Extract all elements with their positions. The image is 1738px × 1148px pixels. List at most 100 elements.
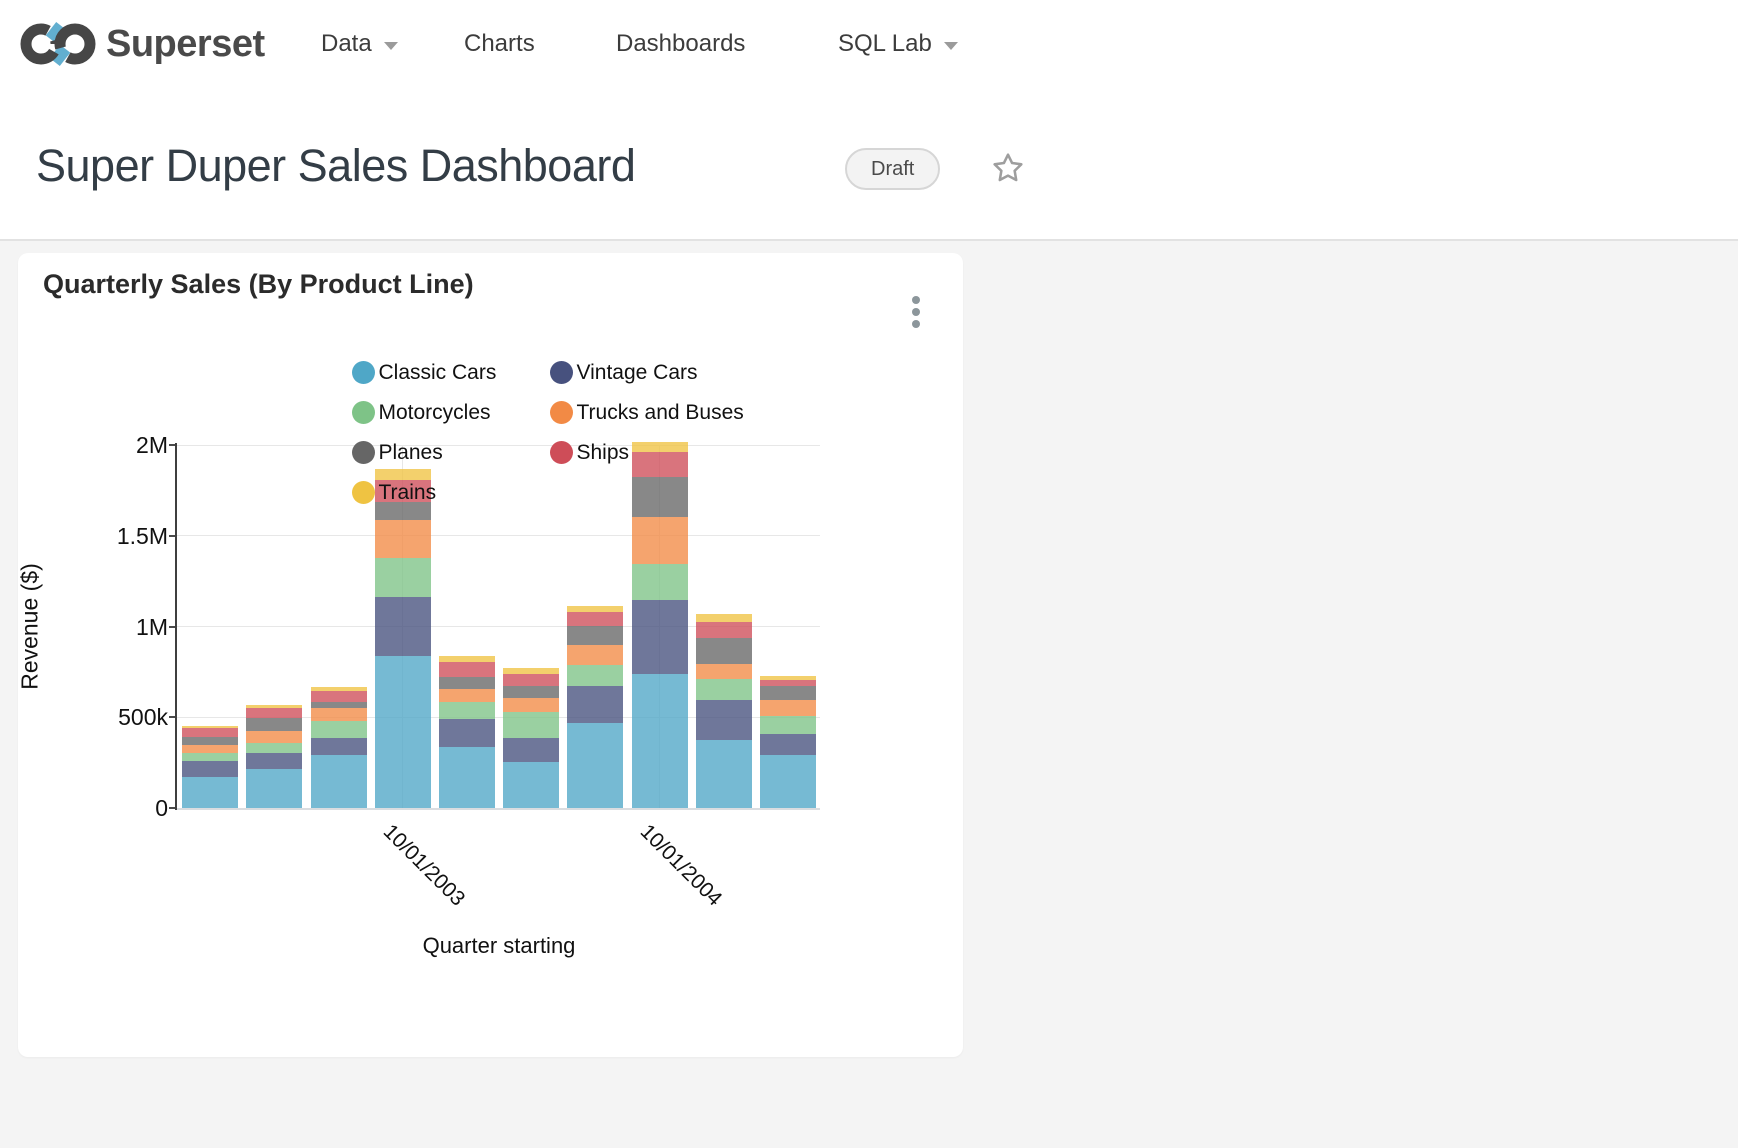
chevron-down-icon [943,41,958,50]
nav-item-charts[interactable]: Charts [464,0,535,88]
bar-segment-trains[interactable] [310,687,367,691]
bar-segment-vintage-cars[interactable] [567,686,624,724]
bar-segment-vintage-cars[interactable] [631,600,688,674]
bar-segment-ships[interactable] [438,661,495,678]
bar-segment-trucks-and-buses[interactable] [631,517,688,564]
bar-segment-vintage-cars[interactable] [695,700,752,741]
page-title: Super Duper Sales Dashboard [36,140,636,191]
bar-segment-motorcycles[interactable] [503,712,560,739]
legend-label: Ships [576,440,630,464]
bar-segment-motorcycles[interactable] [182,752,239,762]
bar-segment-trucks-and-buses[interactable] [310,707,367,721]
bar-segment-classic-cars[interactable] [759,755,816,808]
legend-label: Vintage Cars [576,360,698,384]
kebab-menu-icon[interactable] [902,289,930,337]
bar-segment-trains[interactable] [567,606,624,613]
bar-segment-trains[interactable] [695,614,752,622]
bar-segment-trains[interactable] [374,469,431,480]
legend-item-motorcycles[interactable]: Motorcycles [351,401,491,425]
y-axis-tick [169,625,176,628]
bar-segment-vintage-cars[interactable] [374,596,431,656]
nav-item-sql-lab[interactable]: SQL Lab [838,0,958,88]
bar-segment-motorcycles[interactable] [695,678,752,701]
bar-segment-trucks-and-buses[interactable] [438,688,495,702]
bar-segment-motorcycles[interactable] [631,563,688,601]
y-axis-tick-label: 1M [136,613,168,640]
legend-item-vintage-cars[interactable]: Vintage Cars [549,360,698,385]
bar-segment-trucks-and-buses[interactable] [567,644,624,666]
bar-segment-vintage-cars[interactable] [310,738,367,756]
legend-swatch [351,401,375,424]
bar-segment-trains[interactable] [246,705,303,709]
bar-segment-planes[interactable] [759,686,816,700]
bar-segment-trains[interactable] [438,656,495,662]
nav-item-dashboards[interactable]: Dashboards [616,0,745,88]
bar-segment-trains[interactable] [631,442,688,453]
bar-segment-ships[interactable] [310,690,367,702]
bar-segment-classic-cars[interactable] [695,740,752,808]
bar-segment-trucks-and-buses[interactable] [182,744,239,753]
x-axis-tick-label: 10/01/2004 [635,820,726,911]
legend-swatch [549,441,573,464]
bar-segment-ships[interactable] [567,612,624,626]
bar-segment-classic-cars[interactable] [503,761,560,808]
bar-segment-ships[interactable] [631,452,688,478]
bar-segment-trucks-and-buses[interactable] [759,700,816,716]
bar-segment-planes[interactable] [310,701,367,708]
bar-segment-motorcycles[interactable] [759,715,816,734]
bar-segment-vintage-cars[interactable] [182,761,239,778]
bar-segment-classic-cars[interactable] [310,755,367,808]
bar-segment-ships[interactable] [182,727,239,737]
bar-segment-vintage-cars[interactable] [246,753,303,770]
bar-segment-vintage-cars[interactable] [759,733,816,755]
bar-segment-planes[interactable] [246,718,303,732]
bar-segment-planes[interactable] [374,501,431,520]
bar-segment-classic-cars[interactable] [374,655,431,808]
bar-segment-planes[interactable] [567,625,624,645]
bar-segment-planes[interactable] [695,638,752,664]
bar-segment-trucks-and-buses[interactable] [695,663,752,679]
bar-segment-motorcycles[interactable] [438,701,495,719]
bar-segment-ships[interactable] [374,480,431,502]
bar-segment-ships[interactable] [695,621,752,639]
bar-segment-motorcycles[interactable] [310,720,367,739]
bar-segment-classic-cars[interactable] [438,747,495,808]
bar-segment-motorcycles[interactable] [246,743,303,754]
favorite-star-icon[interactable] [991,151,1025,185]
bar-segment-ships[interactable] [759,680,816,687]
bar-segment-trucks-and-buses[interactable] [503,698,560,713]
bar-segment-planes[interactable] [438,677,495,689]
bar-segment-motorcycles[interactable] [567,665,624,687]
bar-segment-vintage-cars[interactable] [438,718,495,748]
bar-segment-planes[interactable] [631,477,688,518]
bar-segment-ships[interactable] [246,708,303,719]
y-axis-line [175,443,177,810]
bar-segment-classic-cars[interactable] [246,769,303,808]
top-header: Superset Data Charts Dashboards SQL Lab … [0,0,1738,240]
bar-segment-planes[interactable] [182,736,239,745]
bar-segment-classic-cars[interactable] [182,777,239,808]
legend-label: Trucks and Buses [576,400,744,424]
bar-segment-planes[interactable] [503,686,560,699]
brand-name[interactable]: Superset [106,22,265,65]
bar-segment-vintage-cars[interactable] [503,738,560,762]
legend-item-trains[interactable]: Trains [351,481,436,505]
legend-item-classic-cars[interactable]: Classic Cars [351,361,496,385]
legend-item-trucks-and-buses[interactable]: Trucks and Buses [549,400,744,425]
bar-segment-ships[interactable] [503,674,560,687]
bar-segment-motorcycles[interactable] [374,558,431,597]
bar-segment-trains[interactable] [759,676,816,681]
legend-item-planes[interactable]: Planes [351,440,443,465]
bar-segment-trains[interactable] [503,668,560,675]
bar-segment-trucks-and-buses[interactable] [374,519,431,559]
nav-item-label: Data [321,30,372,57]
legend-label: Planes [378,440,443,464]
bar-segment-trains[interactable] [182,725,239,728]
bar-segment-classic-cars[interactable] [567,723,624,808]
bar-segment-trucks-and-buses[interactable] [246,731,303,744]
nav-item-data[interactable]: Data [321,0,398,88]
legend-item-ships[interactable]: Ships [549,440,630,465]
bar-segment-classic-cars[interactable] [631,673,688,808]
y-axis-title: Revenue ($) [16,563,43,690]
superset-logo-icon[interactable] [20,18,96,70]
